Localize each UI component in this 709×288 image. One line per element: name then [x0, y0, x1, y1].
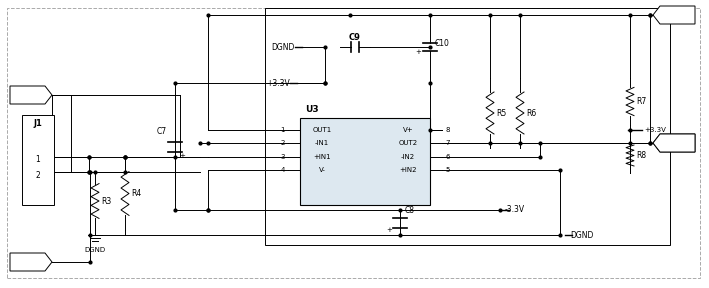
Text: +IN2: +IN2 — [399, 167, 417, 173]
Text: 4: 4 — [281, 167, 285, 173]
Text: -IN1: -IN1 — [315, 140, 329, 146]
Text: V-: V- — [318, 167, 325, 173]
Text: +3.3V: +3.3V — [644, 127, 666, 133]
Text: U3: U3 — [305, 105, 318, 115]
Text: R8: R8 — [636, 151, 646, 160]
Text: 1: 1 — [281, 127, 285, 133]
Text: J1: J1 — [33, 118, 43, 128]
Text: -OUT: -OUT — [668, 139, 687, 147]
Polygon shape — [653, 134, 695, 152]
Text: -3.3V: -3.3V — [505, 206, 525, 215]
Polygon shape — [653, 6, 695, 24]
Text: 5: 5 — [445, 167, 450, 173]
Text: DGND: DGND — [570, 230, 593, 240]
Text: C7: C7 — [157, 127, 167, 136]
Polygon shape — [653, 134, 695, 152]
Text: 3: 3 — [281, 154, 285, 160]
Text: 1: 1 — [35, 156, 40, 164]
Text: 2: 2 — [281, 140, 285, 146]
Text: V+: V+ — [403, 127, 413, 133]
Bar — [300, 118, 430, 205]
Text: DGND: DGND — [272, 43, 295, 52]
Bar — [22, 115, 54, 205]
Text: +: + — [179, 153, 185, 158]
Text: -IN: -IN — [22, 90, 33, 99]
Text: C9: C9 — [349, 33, 361, 41]
Text: R4: R4 — [131, 189, 141, 198]
Text: +OUT: +OUT — [666, 10, 688, 20]
Text: DGND: DGND — [84, 247, 106, 253]
Polygon shape — [10, 86, 52, 104]
Text: -IN2: -IN2 — [401, 154, 415, 160]
Text: 7: 7 — [445, 140, 450, 146]
Text: 2: 2 — [35, 170, 40, 179]
Text: R5: R5 — [496, 109, 506, 118]
Text: -OUT: -OUT — [668, 139, 687, 147]
Text: C10: C10 — [435, 39, 450, 48]
Text: +IN1: +IN1 — [313, 154, 331, 160]
Text: +3.3V: +3.3V — [267, 79, 290, 88]
Text: 6: 6 — [445, 154, 450, 160]
Text: OUT2: OUT2 — [398, 140, 418, 146]
Polygon shape — [10, 253, 52, 271]
Text: +: + — [415, 49, 421, 55]
Text: +: + — [386, 228, 392, 234]
Text: +IN: +IN — [21, 257, 35, 266]
Bar — [265, 8, 670, 245]
Text: 8: 8 — [445, 127, 450, 133]
Text: C8: C8 — [405, 206, 415, 215]
Text: R6: R6 — [526, 109, 536, 118]
Text: R7: R7 — [636, 97, 646, 106]
Text: OUT1: OUT1 — [313, 127, 332, 133]
Text: R3: R3 — [101, 196, 111, 206]
